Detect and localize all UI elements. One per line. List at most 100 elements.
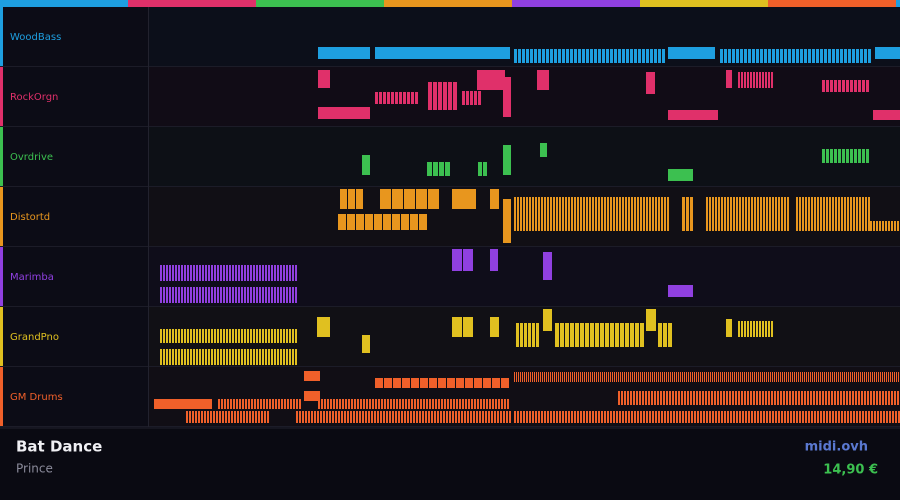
note: [375, 92, 378, 104]
note: [453, 399, 455, 409]
note: [547, 411, 549, 423]
note: [891, 391, 893, 405]
note: [163, 329, 165, 343]
note: [823, 411, 825, 423]
note: [305, 411, 307, 423]
note: [243, 411, 245, 423]
note: [485, 411, 487, 423]
note: [341, 411, 343, 423]
note: [369, 399, 371, 409]
note: [828, 372, 829, 382]
note: [419, 214, 427, 230]
note: [379, 92, 382, 104]
note: [318, 107, 370, 119]
note: [384, 378, 392, 388]
note: [658, 411, 660, 423]
note: [709, 197, 711, 231]
note: [420, 399, 422, 409]
note: [604, 372, 605, 382]
note: [578, 49, 581, 63]
note: [853, 197, 855, 231]
note: [784, 411, 786, 423]
note: [832, 372, 833, 382]
note: [607, 411, 609, 423]
note: [842, 80, 845, 92]
note: [726, 372, 727, 382]
note: [374, 411, 376, 423]
note: [338, 214, 346, 230]
note: [595, 323, 599, 347]
note: [520, 372, 521, 382]
note: [639, 391, 641, 405]
note: [538, 372, 539, 382]
note: [744, 321, 746, 337]
note: [712, 411, 714, 423]
note: [190, 349, 192, 365]
note: [534, 49, 537, 63]
note: [826, 197, 828, 231]
note: [277, 265, 279, 281]
note: [798, 372, 799, 382]
note: [844, 49, 847, 63]
note: [808, 49, 811, 63]
note: [757, 197, 759, 231]
note: [392, 214, 400, 230]
note: [892, 411, 894, 423]
note: [299, 399, 301, 409]
note: [289, 265, 291, 281]
note: [407, 411, 409, 423]
track-header: [0, 7, 148, 67]
note: [184, 287, 186, 303]
note: [866, 149, 869, 163]
note: [574, 411, 576, 423]
note: [292, 329, 294, 343]
note: [520, 411, 522, 423]
note: [253, 287, 255, 303]
note: [429, 399, 431, 409]
note: [283, 349, 285, 365]
note: [543, 252, 552, 280]
note: [391, 92, 394, 104]
note: [256, 287, 258, 303]
note: [543, 309, 552, 331]
note: [395, 411, 397, 423]
note: [565, 411, 567, 423]
note: [465, 378, 473, 388]
note: [518, 372, 519, 382]
note: [742, 197, 744, 231]
site-link[interactable]: midi.ovh: [805, 440, 868, 455]
note: [381, 399, 383, 409]
note: [662, 372, 663, 382]
note: [254, 399, 256, 409]
note: [449, 411, 451, 423]
note: [427, 162, 432, 176]
note: [760, 197, 762, 231]
note: [766, 197, 768, 231]
note: [726, 319, 732, 337]
note: [740, 49, 743, 63]
note: [875, 47, 900, 59]
note: [744, 72, 746, 88]
note: [517, 197, 519, 231]
track-color-tab: [384, 0, 512, 7]
note: [666, 391, 668, 405]
note: [594, 49, 597, 63]
note: [199, 287, 201, 303]
note: [553, 197, 555, 231]
note: [528, 323, 531, 347]
note: [320, 411, 322, 423]
track-accent: [0, 307, 3, 367]
note: [836, 49, 839, 63]
note: [577, 197, 579, 231]
note: [274, 287, 276, 303]
note: [622, 411, 624, 423]
note: [259, 287, 261, 303]
note: [726, 70, 732, 88]
note: [262, 329, 264, 343]
note: [503, 77, 511, 117]
note: [333, 399, 335, 409]
note: [568, 411, 570, 423]
note: [867, 391, 869, 405]
